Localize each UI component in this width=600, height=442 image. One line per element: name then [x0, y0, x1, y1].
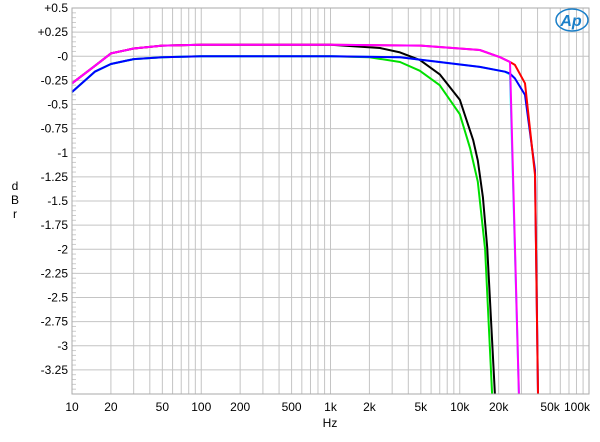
y-axis-label: dBr — [11, 179, 19, 221]
y-tick-label: -0 — [57, 49, 68, 63]
series-line-4 — [71, 55, 539, 395]
y-axis-ticks: +0.5 +0.25 -0 -0.25 -0.5 -0.75 -1 -1.25 -1.5 -1.7… — [38, 1, 69, 377]
y-tick-label: -3.25 — [41, 363, 69, 377]
y-tick-label: -2.5 — [47, 291, 68, 305]
x-tick-label: 10 — [65, 400, 79, 414]
y-tick-label: -1.75 — [41, 218, 69, 232]
series-line-6 — [71, 43, 520, 395]
x-tick-label: 100k — [564, 400, 591, 414]
y-axis-label-letter: r — [13, 207, 17, 221]
grid — [71, 7, 589, 395]
y-tick-label: -0.5 — [47, 98, 68, 112]
x-axis-ticks: 10 20 50 100 200 500 1k 2k 5k 10k 20k 50k 100k — [65, 400, 591, 414]
series-line-5 — [71, 43, 539, 395]
x-tick-label: 10k — [450, 400, 470, 414]
x-tick-label: 500 — [282, 400, 302, 414]
y-tick-label: -0.25 — [41, 73, 69, 87]
x-tick-label: 1k — [324, 400, 338, 414]
y-tick-label: -2 — [57, 242, 68, 256]
y-tick-label: -1 — [57, 146, 68, 160]
x-tick-label: 20k — [489, 400, 509, 414]
y-axis-label-letter: d — [12, 179, 19, 193]
y-axis-label-letter: B — [11, 193, 19, 207]
y-tick-label: -2.75 — [41, 315, 69, 329]
ap-logo-text: Ap — [559, 13, 582, 30]
x-tick-label: 50k — [540, 400, 560, 414]
y-tick-label: -2.25 — [41, 266, 69, 280]
y-tick-label: +0.25 — [38, 25, 69, 39]
ap-logo: Ap — [555, 8, 589, 32]
series-group — [71, 43, 539, 395]
y-tick-label: -0.75 — [41, 122, 69, 136]
plot-frame — [71, 7, 590, 395]
x-tick-label: 200 — [230, 400, 250, 414]
x-tick-label: 100 — [191, 400, 211, 414]
y-tick-label: -1.5 — [47, 194, 68, 208]
x-axis-label: Hz — [323, 416, 338, 430]
x-tick-label: 2k — [363, 400, 377, 414]
x-tick-label: 20 — [104, 400, 118, 414]
y-tick-label: +0.5 — [44, 1, 68, 15]
y-tick-label: -1.25 — [41, 170, 69, 184]
x-tick-label: 5k — [414, 400, 428, 414]
x-tick-label: 50 — [156, 400, 170, 414]
y-tick-label: -3 — [57, 339, 68, 353]
